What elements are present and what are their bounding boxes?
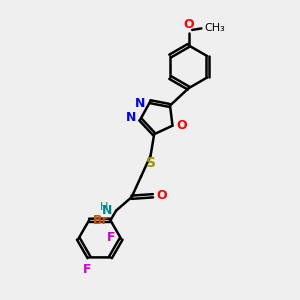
Text: N: N [135, 97, 146, 110]
Text: H: H [99, 202, 108, 212]
Text: O: O [177, 119, 187, 132]
Text: Br: Br [93, 214, 109, 227]
Text: S: S [146, 156, 156, 170]
Text: CH₃: CH₃ [204, 23, 225, 33]
Text: F: F [107, 231, 116, 244]
Text: N: N [125, 111, 136, 124]
Text: N: N [102, 203, 112, 217]
Text: O: O [157, 189, 167, 202]
Text: O: O [183, 18, 194, 32]
Text: F: F [83, 263, 92, 276]
